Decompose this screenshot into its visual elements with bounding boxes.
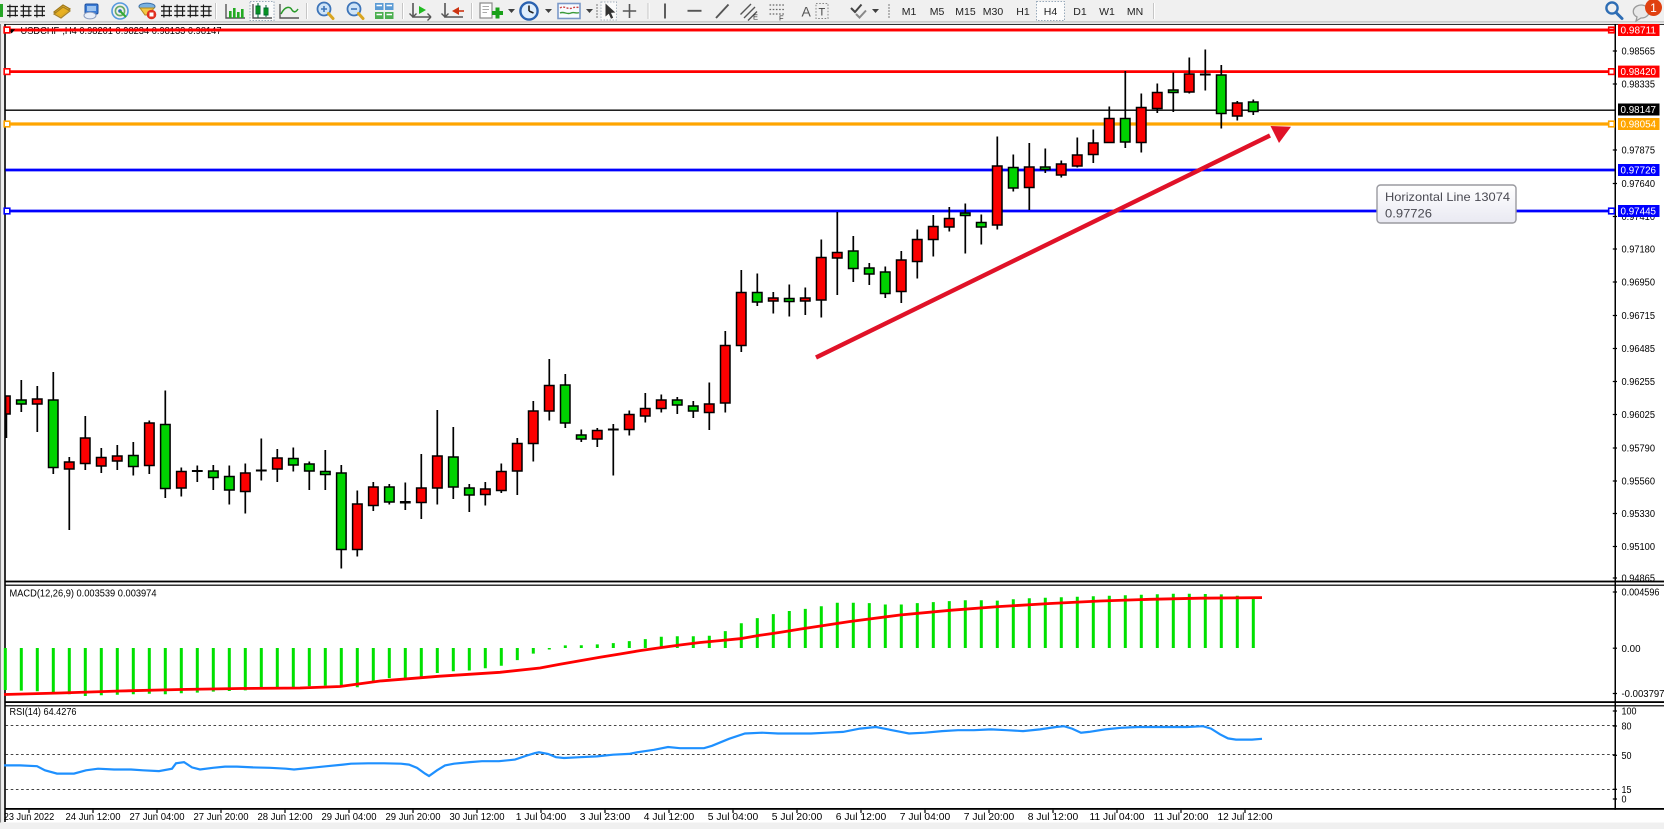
svg-text:12 Jul 12:00: 12 Jul 12:00 <box>1218 812 1273 823</box>
svg-text:6 Jul 12:00: 6 Jul 12:00 <box>836 812 887 823</box>
svg-text:0.98420: 0.98420 <box>1621 67 1657 78</box>
svg-text:0.004596: 0.004596 <box>1622 588 1660 599</box>
svg-text:11 Jul 04:00: 11 Jul 04:00 <box>1090 812 1145 823</box>
svg-text:0.96950: 0.96950 <box>1622 278 1656 289</box>
svg-text:0.98711: 0.98711 <box>1621 26 1657 37</box>
svg-text:0.97640: 0.97640 <box>1622 179 1656 190</box>
svg-text:0.95560: 0.95560 <box>1622 477 1656 488</box>
svg-text:M1: M1 <box>902 6 917 18</box>
svg-text:15: 15 <box>1622 785 1632 796</box>
svg-text:1: 1 <box>1650 1 1657 15</box>
svg-text:100: 100 <box>1622 707 1637 718</box>
svg-text:F: F <box>779 14 784 23</box>
svg-text:80: 80 <box>1622 722 1632 733</box>
svg-text:0.97726: 0.97726 <box>1621 166 1657 177</box>
svg-text:0.96485: 0.96485 <box>1622 344 1656 355</box>
svg-text:0.96255: 0.96255 <box>1622 377 1656 388</box>
svg-text:23 Jun 2022: 23 Jun 2022 <box>4 812 55 823</box>
svg-text:0.97445: 0.97445 <box>1621 207 1657 218</box>
svg-text:0.98335: 0.98335 <box>1622 80 1656 91</box>
svg-text:0.95330: 0.95330 <box>1622 509 1656 520</box>
svg-text:1 Jul 04:00: 1 Jul 04:00 <box>516 812 567 823</box>
svg-text:M30: M30 <box>983 6 1004 18</box>
svg-text:A: A <box>802 4 812 20</box>
svg-text:0.98565: 0.98565 <box>1622 47 1656 58</box>
svg-text:5 Jul 20:00: 5 Jul 20:00 <box>772 812 823 823</box>
svg-text:29 Jun 04:00: 29 Jun 04:00 <box>322 812 377 823</box>
svg-text:0.98147: 0.98147 <box>1621 105 1657 116</box>
svg-text:29 Jun 20:00: 29 Jun 20:00 <box>386 812 441 823</box>
svg-text:0.94865: 0.94865 <box>1622 574 1656 585</box>
svg-text:W1: W1 <box>1099 6 1115 18</box>
svg-text:H1: H1 <box>1016 6 1030 18</box>
svg-text:M15: M15 <box>955 6 976 18</box>
svg-text:0.97726: 0.97726 <box>1385 207 1432 221</box>
svg-text:3 Jul 23:00: 3 Jul 23:00 <box>580 812 631 823</box>
svg-text:0: 0 <box>1622 795 1627 806</box>
svg-text:MACD(12,26,9) 0.003539 0.00397: MACD(12,26,9) 0.003539 0.003974 <box>10 589 157 600</box>
svg-text:7 Jul 04:00: 7 Jul 04:00 <box>900 812 951 823</box>
svg-text:4 Jul 12:00: 4 Jul 12:00 <box>644 812 695 823</box>
svg-text:30 Jun 12:00: 30 Jun 12:00 <box>450 812 505 823</box>
svg-text:27 Jun 04:00: 27 Jun 04:00 <box>130 812 185 823</box>
svg-text:D1: D1 <box>1073 6 1087 18</box>
svg-text:0.97180: 0.97180 <box>1622 245 1656 256</box>
svg-text:0.97410: 0.97410 <box>1622 212 1656 223</box>
svg-text:H4: H4 <box>1044 6 1058 18</box>
svg-text:-0.003797: -0.003797 <box>1622 689 1664 700</box>
svg-text:T: T <box>819 7 826 19</box>
svg-text:0.96025: 0.96025 <box>1622 410 1656 421</box>
svg-text:MN: MN <box>1127 6 1143 18</box>
svg-text:11 Jul 20:00: 11 Jul 20:00 <box>1154 812 1209 823</box>
svg-text:5 Jul 04:00: 5 Jul 04:00 <box>708 812 759 823</box>
svg-text:24 Jun 12:00: 24 Jun 12:00 <box>66 812 121 823</box>
svg-text:0.95790: 0.95790 <box>1622 444 1656 455</box>
svg-text:27 Jun 20:00: 27 Jun 20:00 <box>194 812 249 823</box>
svg-text:E: E <box>753 13 758 22</box>
svg-text:0.98054: 0.98054 <box>1621 120 1657 131</box>
svg-text:50: 50 <box>1622 751 1632 762</box>
svg-text:28 Jun 12:00: 28 Jun 12:00 <box>258 812 313 823</box>
svg-text:0.96715: 0.96715 <box>1622 311 1656 322</box>
svg-text:7 Jul 20:00: 7 Jul 20:00 <box>964 812 1015 823</box>
svg-text:8 Jul 12:00: 8 Jul 12:00 <box>1028 812 1079 823</box>
svg-text:0.95100: 0.95100 <box>1622 542 1656 553</box>
svg-text:Horizontal Line 13074: Horizontal Line 13074 <box>1385 190 1510 204</box>
svg-text:M5: M5 <box>930 6 945 18</box>
svg-text:0.00: 0.00 <box>1622 644 1641 655</box>
svg-text:0.97875: 0.97875 <box>1622 146 1656 157</box>
svg-text:RSI(14) 64.4276: RSI(14) 64.4276 <box>10 707 77 718</box>
